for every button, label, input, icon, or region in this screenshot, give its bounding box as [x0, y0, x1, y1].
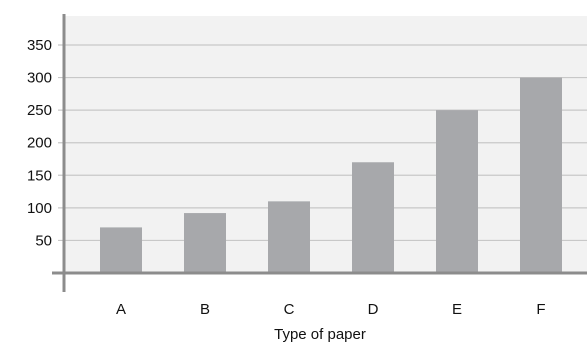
y-tick-label: 350	[27, 37, 52, 54]
y-tick-label: 50	[35, 232, 52, 249]
y-tick-label: 100	[27, 200, 52, 217]
bar-B	[184, 213, 226, 273]
x-tick-label: B	[200, 301, 210, 318]
y-tick-label: 250	[27, 102, 52, 119]
x-tick-labels: A B C D E F	[116, 301, 546, 318]
x-tick-label: E	[452, 301, 462, 318]
x-tick-label: A	[116, 301, 126, 318]
x-tick-label: F	[536, 301, 545, 318]
bar-A	[100, 227, 142, 273]
x-tick-label: C	[284, 301, 295, 318]
x-tick-label: D	[368, 301, 379, 318]
bar-C	[268, 201, 310, 273]
y-tick-label: 300	[27, 70, 52, 87]
bar-F	[520, 77, 562, 273]
bars	[100, 77, 562, 274]
plot-background	[64, 16, 587, 273]
gridlines	[58, 44, 587, 242]
y-tick-label: 150	[27, 167, 52, 184]
bar-E	[436, 110, 478, 274]
y-tick-label: 200	[27, 135, 52, 152]
axes	[52, 14, 587, 292]
y-tick-labels: 50 100 150 200 250 300 350	[27, 37, 52, 249]
x-axis-title: Type of paper	[274, 326, 366, 343]
bar-D	[352, 162, 394, 273]
